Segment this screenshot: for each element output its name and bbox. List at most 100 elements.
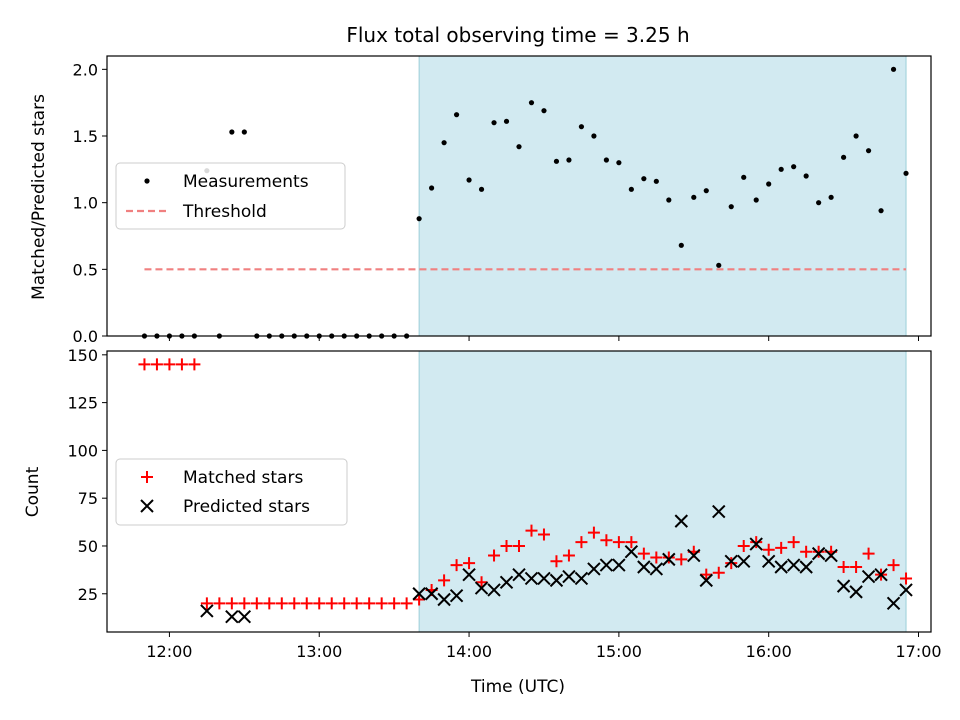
predicted-star-point	[662, 552, 676, 567]
matched-star-point	[488, 549, 501, 562]
matched-star-point	[712, 566, 725, 579]
measurement-point	[478, 186, 485, 192]
measurement-point	[816, 200, 822, 206]
predicted-star-point	[562, 569, 576, 584]
measurement-point	[753, 197, 759, 203]
matched-star-point	[325, 597, 338, 610]
matched-star-point	[213, 597, 226, 610]
bottom-axes-frame	[106, 350, 932, 633]
matched-star-point	[350, 597, 363, 610]
predicted-star-point	[462, 567, 476, 582]
x-tick-label: 13:00	[296, 642, 342, 661]
measurement-point	[666, 197, 672, 203]
predicted-star-point	[437, 592, 451, 607]
predicted-star-point	[412, 587, 426, 601]
x-tick-label: 17:00	[895, 642, 941, 661]
matched-star-point	[762, 543, 775, 556]
measurement-point	[453, 112, 460, 118]
predicted-star-point	[549, 573, 564, 588]
top-axes-frame	[106, 55, 932, 337]
predicted-star-point	[849, 585, 863, 599]
predicted-star-point	[786, 558, 801, 572]
measurement-point	[841, 154, 847, 160]
legend-threshold-label: Threshold	[182, 202, 267, 222]
chart-title: Flux total observing time = 3.25 h	[346, 23, 689, 47]
legend-measurements-marker	[144, 178, 150, 184]
matched-star-point	[575, 536, 588, 549]
matched-star-point	[513, 539, 525, 552]
bottom-y-tick-label: 25	[78, 585, 98, 604]
matched-star-point	[800, 545, 813, 558]
top-legend-frame	[115, 162, 346, 230]
measurement-point	[566, 157, 572, 163]
predicted-star-point	[886, 596, 901, 611]
matched-star-point	[138, 358, 151, 371]
predicted-star-point	[449, 588, 464, 603]
x-tick-label: 14:00	[446, 642, 492, 661]
predicted-star-point	[499, 575, 514, 590]
x-tick-label: 16:00	[746, 642, 792, 661]
measurement-point	[828, 194, 834, 200]
measurement-point	[778, 166, 784, 172]
matched-star-point	[363, 597, 376, 610]
predicted-star-point	[424, 587, 439, 601]
top-y-axis-label: Matched/Predicted stars	[29, 94, 49, 300]
matched-star-point	[887, 559, 900, 572]
measurement-point	[503, 118, 510, 124]
matched-star-point	[438, 574, 451, 587]
measurement-point	[628, 186, 634, 192]
legend-predicted-marker	[140, 499, 154, 513]
measurement-point	[853, 133, 859, 139]
matched-star-point	[537, 528, 550, 541]
predicted-star-point	[537, 571, 551, 586]
matched-star-point	[675, 553, 688, 566]
matched-star-point	[300, 597, 313, 610]
matched-star-point	[338, 597, 351, 610]
measurement-point	[903, 170, 909, 176]
predicted-star-point	[200, 604, 214, 618]
predicted-star-point	[574, 571, 589, 586]
predicted-star-point	[861, 569, 876, 584]
measurement-point	[528, 100, 535, 106]
matched-star-point	[900, 572, 913, 585]
bottom-y-tick-label: 150	[67, 346, 98, 365]
measurement-point	[616, 160, 622, 166]
measurement-point	[641, 176, 647, 182]
measurement-point	[541, 108, 547, 114]
measurement-point	[591, 133, 597, 139]
predicted-star-point	[699, 573, 713, 588]
bottom-y-tick-label: 125	[67, 394, 98, 413]
top-y-tick-label: 1.0	[73, 194, 98, 213]
measurement-point	[578, 124, 585, 130]
measurement-point	[466, 177, 472, 183]
matched-star-point	[600, 534, 613, 547]
matched-star-point	[200, 597, 213, 610]
bottom-legend: Matched stars Predicted stars	[115, 458, 348, 526]
measurement-point	[416, 216, 422, 222]
matched-star-point	[612, 536, 625, 549]
matched-star-point	[725, 557, 738, 570]
measurement-point	[741, 174, 747, 180]
bottom-y-tick-label: 50	[78, 537, 98, 556]
predicted-star-point	[724, 554, 738, 568]
matched-star-point	[400, 597, 413, 610]
matched-star-point	[625, 536, 638, 549]
bottom-legend-frame	[115, 458, 348, 526]
bottom-y-tick-label: 75	[78, 489, 98, 508]
predicted-star-point	[587, 562, 601, 576]
matched-star-point	[188, 358, 201, 371]
measurement-point	[878, 208, 884, 214]
matched-star-point	[862, 547, 875, 560]
measurement-point	[703, 188, 709, 194]
matched-star-point	[463, 557, 476, 570]
bottom-observing-window	[419, 351, 907, 632]
predicted-star-point	[624, 545, 639, 559]
matched-star-point	[587, 526, 600, 539]
matched-star-point	[637, 547, 650, 560]
measurement-point	[553, 158, 560, 164]
matched-star-point	[787, 536, 800, 549]
measurement-point	[803, 173, 809, 179]
matched-star-point	[750, 536, 763, 549]
predicted-star-point	[612, 558, 626, 572]
predicted-star-point	[674, 514, 689, 528]
